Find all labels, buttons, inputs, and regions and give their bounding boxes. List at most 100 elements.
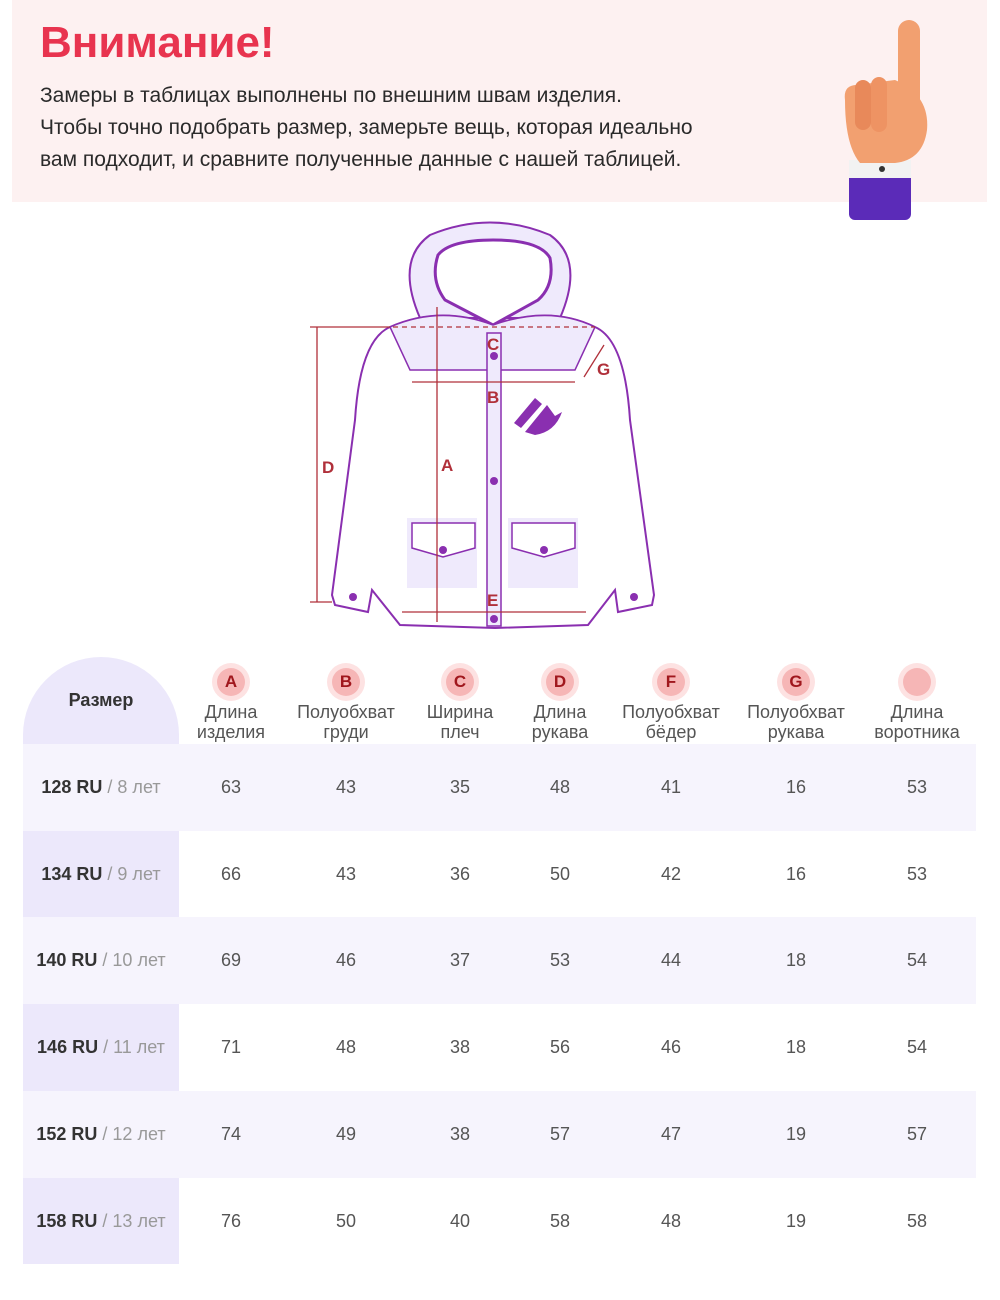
label-a: A <box>441 456 453 475</box>
value-cell: 66 <box>220 863 242 884</box>
table-row: 128 RU / 8 лет 63 43 35 48 41 16 53 <box>23 744 976 831</box>
table-row: 134 RU / 9 лет 66 43 36 50 42 16 53 <box>23 831 976 918</box>
measure-badge: A <box>217 668 245 696</box>
size-cell: 140 RU / 10 лет <box>23 917 179 1004</box>
value-cell: 74 <box>220 1123 242 1144</box>
column-header: G Полуобхват рукава <box>731 668 861 742</box>
value-cell: 46 <box>335 950 357 971</box>
column-header-line: воротника <box>874 722 960 742</box>
pointing-hand-icon <box>844 20 928 220</box>
value-cell: 35 <box>449 777 471 797</box>
label-b: B <box>487 388 499 407</box>
value-cell: 42 <box>660 863 682 884</box>
value-cell: 19 <box>785 1123 807 1144</box>
column-header-line: Полуобхват <box>747 702 845 722</box>
notice-title: Внимание! <box>40 18 275 67</box>
size-ru: 146 RU <box>37 1037 99 1058</box>
value-cell: 16 <box>785 863 807 884</box>
value-cell: 18 <box>785 950 807 971</box>
value-cell: 50 <box>335 1210 357 1231</box>
size-age: / 11 лет <box>98 1037 165 1058</box>
column-header-line: Ширина <box>426 702 494 722</box>
size-age: / 10 лет <box>97 950 166 971</box>
notice-text: Замеры в таблицах выполнены по внешним ш… <box>40 80 800 176</box>
column-header-line: бёдер <box>645 722 697 742</box>
value-cell: 54 <box>906 950 928 971</box>
column-header: A Длина изделия <box>166 668 296 742</box>
size-ru: 134 RU <box>41 863 103 884</box>
notice-line: Замеры в таблицах выполнены по внешним ш… <box>40 84 622 107</box>
measure-badge: C <box>446 668 474 696</box>
column-header-line: Полуобхват <box>297 702 395 722</box>
value-cell: 50 <box>549 863 571 884</box>
size-ru: 140 RU <box>36 950 98 971</box>
value-cell: 53 <box>549 950 571 971</box>
measure-badge: D <box>546 668 574 696</box>
value-cell: 58 <box>549 1210 571 1231</box>
value-cell: 18 <box>785 1037 807 1058</box>
measure-badge <box>903 668 931 696</box>
value-cell: 43 <box>335 777 357 797</box>
value-cell: 48 <box>660 1210 682 1231</box>
column-header: C Ширина плеч <box>395 668 525 742</box>
label-e: E <box>487 591 498 610</box>
value-cell: 16 <box>785 777 807 797</box>
column-header: F Полуобхват бёдер <box>606 668 736 742</box>
size-age: / 9 лет <box>102 863 161 884</box>
value-cell: 56 <box>549 1037 571 1058</box>
table-row: 140 RU / 10 лет 69 46 37 53 44 18 54 <box>23 917 976 1005</box>
value-cell: 36 <box>449 863 471 884</box>
column-header-line: изделия <box>196 722 266 742</box>
value-cell: 43 <box>335 863 357 884</box>
column-header-line: Длина <box>890 702 944 722</box>
notice-line: вам подходит, и сравните полученные данн… <box>40 148 682 171</box>
measure-badge: B <box>332 668 360 696</box>
column-header-line: Длина <box>204 702 258 722</box>
value-cell: 71 <box>220 1037 242 1058</box>
value-cell: 48 <box>549 777 571 797</box>
size-cell: 158 RU / 13 лет <box>23 1178 179 1265</box>
value-cell: 49 <box>335 1123 357 1144</box>
value-cell: 53 <box>906 863 928 884</box>
value-cell: 47 <box>660 1123 682 1144</box>
column-header-line: Длина <box>533 702 587 722</box>
notice-line: Чтобы точно подобрать размер, замерьте в… <box>40 116 693 139</box>
notice-banner <box>12 0 987 202</box>
table-row: 152 RU / 12 лет 74 49 38 57 47 19 57 <box>23 1090 976 1178</box>
value-cell: 48 <box>335 1037 357 1058</box>
size-cell: 146 RU / 11 лет <box>23 1004 179 1091</box>
value-cell: 63 <box>220 777 242 797</box>
value-cell: 58 <box>906 1210 928 1231</box>
label-d: D <box>322 458 334 477</box>
size-header: Размер <box>68 690 134 710</box>
size-age: / 13 лет <box>97 1210 166 1231</box>
column-header-line: Полуобхват <box>622 702 720 722</box>
value-cell: 53 <box>906 777 928 797</box>
size-ru: 152 RU <box>36 1123 98 1144</box>
measure-badge: G <box>782 668 810 696</box>
value-cell: 76 <box>220 1210 242 1231</box>
value-cell: 38 <box>449 1123 471 1144</box>
value-cell: 41 <box>660 777 682 797</box>
value-cell: 40 <box>449 1210 471 1231</box>
value-cell: 44 <box>660 950 682 971</box>
value-cell: 19 <box>785 1210 807 1231</box>
jacket-diagram: C B A D E G <box>310 221 656 630</box>
value-cell: 46 <box>660 1037 682 1058</box>
size-ru: 128 RU <box>41 777 103 797</box>
column-header-line: рукава <box>531 722 589 742</box>
value-cell: 57 <box>906 1123 928 1144</box>
label-c: C <box>487 335 499 354</box>
column-header-line: рукава <box>767 722 825 742</box>
size-ru: 158 RU <box>36 1210 98 1231</box>
column-header-line: плеч <box>440 722 480 742</box>
value-cell: 38 <box>449 1037 471 1058</box>
size-age: / 8 лет <box>102 777 161 797</box>
size-cell: 152 RU / 12 лет <box>23 1091 179 1178</box>
table-row: 146 RU / 11 лет 71 48 38 56 46 18 54 <box>23 1004 976 1091</box>
value-cell: 37 <box>449 950 471 971</box>
value-cell: 57 <box>549 1123 571 1144</box>
label-g: G <box>597 360 610 379</box>
column-header: D Длина рукава <box>495 668 625 742</box>
column-header-line: груди <box>323 722 369 742</box>
